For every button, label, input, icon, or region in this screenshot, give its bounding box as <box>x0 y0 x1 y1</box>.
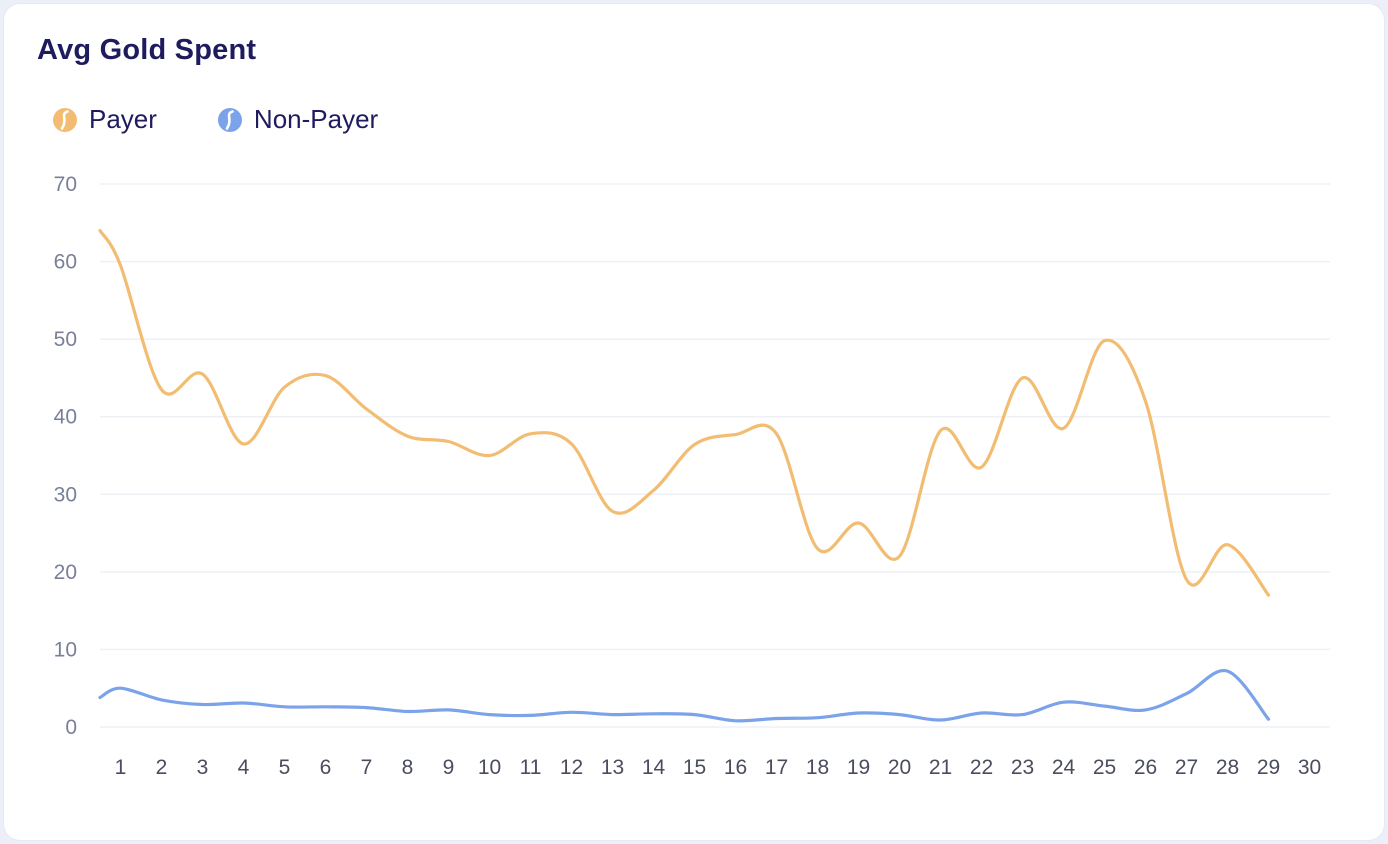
x-tick-label: 19 <box>847 756 870 779</box>
x-tick-label: 2 <box>156 756 168 779</box>
x-tick-label: 3 <box>197 756 209 779</box>
series-line-non-payer[interactable] <box>98 669 1271 723</box>
x-axis: 1 2 3 4 5 6 7 8 9 10 11 12 13 14 15 16 17 18 19 20 21 22 23 24 2… <box>115 756 1322 779</box>
x-tick-label: 4 <box>238 756 250 779</box>
grid <box>100 183 1330 728</box>
x-tick-label: 20 <box>888 756 911 779</box>
series-line-payer[interactable] <box>98 228 1271 597</box>
x-tick-label: 1 <box>115 756 127 779</box>
y-tick-label: 30 <box>54 483 77 506</box>
x-tick-label: 27 <box>1175 756 1198 779</box>
y-tick-label: 60 <box>54 251 77 274</box>
x-tick-label: 8 <box>402 756 414 779</box>
x-tick-label: 26 <box>1134 756 1157 779</box>
x-tick-label: 7 <box>361 756 373 779</box>
x-tick-label: 23 <box>1011 756 1034 779</box>
y-axis: 0 10 20 30 40 50 60 70 <box>54 173 77 739</box>
chart-legend: Payer Non-Payer <box>52 104 378 135</box>
y-tick-label: 70 <box>54 173 77 196</box>
legend-item-payer[interactable]: Payer <box>52 104 157 135</box>
legend-item-non-payer[interactable]: Non-Payer <box>217 104 378 135</box>
x-tick-label: 30 <box>1298 756 1321 779</box>
series-layer <box>98 228 1271 723</box>
x-tick-label: 28 <box>1216 756 1239 779</box>
legend-label-non-payer: Non-Payer <box>253 104 379 134</box>
x-tick-label: 11 <box>520 756 542 779</box>
x-tick-label: 9 <box>443 756 455 779</box>
x-tick-label: 13 <box>601 756 624 779</box>
x-tick-label: 14 <box>642 756 666 779</box>
x-tick-label: 6 <box>320 756 332 779</box>
x-tick-label: 15 <box>683 756 706 779</box>
non-payer-icon <box>217 107 242 132</box>
chart-card: Avg Gold Spent Payer Non-Payer <box>4 4 1384 840</box>
x-tick-label: 25 <box>1093 756 1116 779</box>
y-tick-label: 20 <box>54 561 77 584</box>
x-tick-label: 17 <box>765 756 788 779</box>
payer-icon <box>53 107 77 132</box>
x-tick-label: 29 <box>1257 756 1280 779</box>
x-tick-label: 10 <box>478 756 501 779</box>
x-tick-label: 16 <box>724 756 747 779</box>
y-tick-label: 50 <box>54 328 77 351</box>
x-tick-label: 18 <box>806 756 829 779</box>
x-tick-label: 12 <box>560 756 583 779</box>
chart-title: Avg Gold Spent <box>37 34 257 66</box>
x-tick-label: 21 <box>929 756 952 779</box>
x-tick-label: 24 <box>1052 756 1076 779</box>
y-tick-label: 0 <box>65 716 77 739</box>
x-tick-label: 5 <box>279 756 291 779</box>
y-tick-label: 40 <box>54 406 77 429</box>
y-tick-label: 10 <box>54 638 77 661</box>
legend-label-payer: Payer <box>89 104 157 134</box>
x-tick-label: 22 <box>970 756 993 779</box>
